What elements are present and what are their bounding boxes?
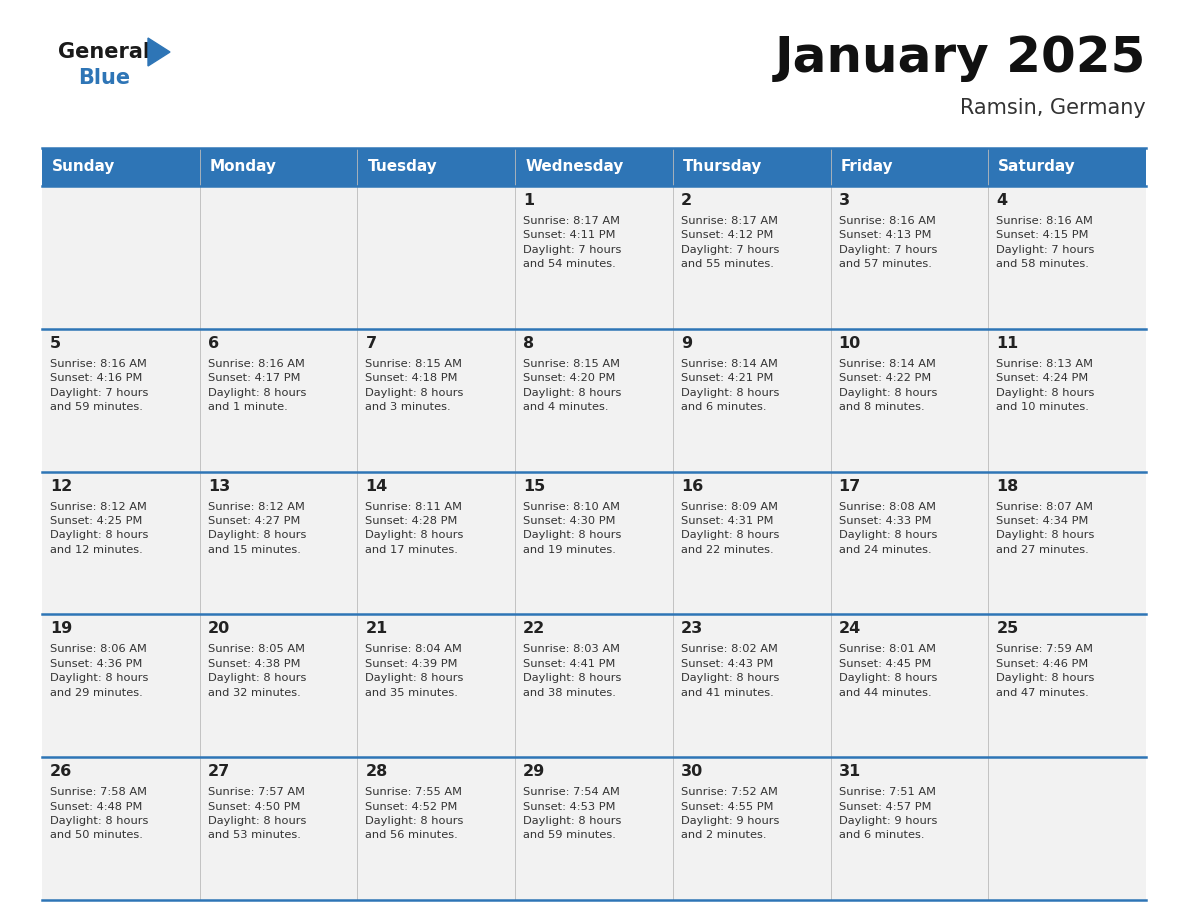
Bar (42, 329, 1146, 472)
Text: January 2025: January 2025 (775, 34, 1146, 82)
Text: 7: 7 (366, 336, 377, 351)
Text: Sunrise: 8:08 AM
Sunset: 4:33 PM
Daylight: 8 hours
and 24 minutes.: Sunrise: 8:08 AM Sunset: 4:33 PM Dayligh… (839, 501, 937, 554)
Text: 21: 21 (366, 621, 387, 636)
Text: 8: 8 (523, 336, 535, 351)
Text: 18: 18 (997, 478, 1018, 494)
Text: Sunrise: 8:11 AM
Sunset: 4:28 PM
Daylight: 8 hours
and 17 minutes.: Sunrise: 8:11 AM Sunset: 4:28 PM Dayligh… (366, 501, 463, 554)
Text: Sunrise: 8:16 AM
Sunset: 4:13 PM
Daylight: 7 hours
and 57 minutes.: Sunrise: 8:16 AM Sunset: 4:13 PM Dayligh… (839, 216, 937, 269)
Text: Sunrise: 7:54 AM
Sunset: 4:53 PM
Daylight: 8 hours
and 59 minutes.: Sunrise: 7:54 AM Sunset: 4:53 PM Dayligh… (523, 788, 621, 840)
Text: 30: 30 (681, 764, 703, 779)
Text: Sunrise: 8:16 AM
Sunset: 4:16 PM
Daylight: 7 hours
and 59 minutes.: Sunrise: 8:16 AM Sunset: 4:16 PM Dayligh… (50, 359, 148, 412)
Text: 27: 27 (208, 764, 230, 779)
Text: Sunrise: 8:01 AM
Sunset: 4:45 PM
Daylight: 8 hours
and 44 minutes.: Sunrise: 8:01 AM Sunset: 4:45 PM Dayligh… (839, 644, 937, 698)
Text: Wednesday: Wednesday (525, 160, 624, 174)
Text: Sunrise: 8:16 AM
Sunset: 4:15 PM
Daylight: 7 hours
and 58 minutes.: Sunrise: 8:16 AM Sunset: 4:15 PM Dayligh… (997, 216, 1094, 269)
Text: 6: 6 (208, 336, 219, 351)
Text: 22: 22 (523, 621, 545, 636)
Text: 29: 29 (523, 764, 545, 779)
Bar (42, 472, 1146, 614)
Text: Sunrise: 8:17 AM
Sunset: 4:11 PM
Daylight: 7 hours
and 54 minutes.: Sunrise: 8:17 AM Sunset: 4:11 PM Dayligh… (523, 216, 621, 269)
Text: 20: 20 (208, 621, 230, 636)
Text: Tuesday: Tuesday (367, 160, 437, 174)
Text: Blue: Blue (78, 68, 131, 88)
Text: 3: 3 (839, 193, 849, 208)
Text: 23: 23 (681, 621, 703, 636)
Text: 31: 31 (839, 764, 861, 779)
Text: Sunrise: 7:57 AM
Sunset: 4:50 PM
Daylight: 8 hours
and 53 minutes.: Sunrise: 7:57 AM Sunset: 4:50 PM Dayligh… (208, 788, 307, 840)
Text: Sunday: Sunday (52, 160, 115, 174)
Text: 10: 10 (839, 336, 861, 351)
Text: Sunrise: 7:55 AM
Sunset: 4:52 PM
Daylight: 8 hours
and 56 minutes.: Sunrise: 7:55 AM Sunset: 4:52 PM Dayligh… (366, 788, 463, 840)
Text: 4: 4 (997, 193, 1007, 208)
Text: 11: 11 (997, 336, 1018, 351)
Text: 9: 9 (681, 336, 691, 351)
Text: Ramsin, Germany: Ramsin, Germany (960, 98, 1146, 118)
Text: Sunrise: 8:14 AM
Sunset: 4:21 PM
Daylight: 8 hours
and 6 minutes.: Sunrise: 8:14 AM Sunset: 4:21 PM Dayligh… (681, 359, 779, 412)
Text: Sunrise: 8:10 AM
Sunset: 4:30 PM
Daylight: 8 hours
and 19 minutes.: Sunrise: 8:10 AM Sunset: 4:30 PM Dayligh… (523, 501, 621, 554)
Text: 16: 16 (681, 478, 703, 494)
Text: Saturday: Saturday (998, 160, 1076, 174)
Text: Sunrise: 8:15 AM
Sunset: 4:20 PM
Daylight: 8 hours
and 4 minutes.: Sunrise: 8:15 AM Sunset: 4:20 PM Dayligh… (523, 359, 621, 412)
Polygon shape (148, 38, 170, 66)
Text: Sunrise: 8:12 AM
Sunset: 4:25 PM
Daylight: 8 hours
and 12 minutes.: Sunrise: 8:12 AM Sunset: 4:25 PM Dayligh… (50, 501, 148, 554)
Text: Sunrise: 8:03 AM
Sunset: 4:41 PM
Daylight: 8 hours
and 38 minutes.: Sunrise: 8:03 AM Sunset: 4:41 PM Dayligh… (523, 644, 621, 698)
Text: Sunrise: 7:58 AM
Sunset: 4:48 PM
Daylight: 8 hours
and 50 minutes.: Sunrise: 7:58 AM Sunset: 4:48 PM Dayligh… (50, 788, 148, 840)
Text: 15: 15 (523, 478, 545, 494)
Text: 17: 17 (839, 478, 861, 494)
Text: Sunrise: 8:17 AM
Sunset: 4:12 PM
Daylight: 7 hours
and 55 minutes.: Sunrise: 8:17 AM Sunset: 4:12 PM Dayligh… (681, 216, 779, 269)
Text: 25: 25 (997, 621, 1018, 636)
Text: Sunrise: 8:12 AM
Sunset: 4:27 PM
Daylight: 8 hours
and 15 minutes.: Sunrise: 8:12 AM Sunset: 4:27 PM Dayligh… (208, 501, 307, 554)
Text: 1: 1 (523, 193, 535, 208)
Bar (42, 614, 1146, 757)
Text: Sunrise: 8:09 AM
Sunset: 4:31 PM
Daylight: 8 hours
and 22 minutes.: Sunrise: 8:09 AM Sunset: 4:31 PM Dayligh… (681, 501, 779, 554)
Text: Sunrise: 8:14 AM
Sunset: 4:22 PM
Daylight: 8 hours
and 8 minutes.: Sunrise: 8:14 AM Sunset: 4:22 PM Dayligh… (839, 359, 937, 412)
Text: 12: 12 (50, 478, 72, 494)
Text: Monday: Monday (210, 160, 277, 174)
Text: Sunrise: 8:02 AM
Sunset: 4:43 PM
Daylight: 8 hours
and 41 minutes.: Sunrise: 8:02 AM Sunset: 4:43 PM Dayligh… (681, 644, 779, 698)
Bar (42, 757, 1146, 900)
Bar (42, 186, 1146, 329)
Text: 14: 14 (366, 478, 387, 494)
Text: 13: 13 (208, 478, 230, 494)
Text: Sunrise: 7:52 AM
Sunset: 4:55 PM
Daylight: 9 hours
and 2 minutes.: Sunrise: 7:52 AM Sunset: 4:55 PM Dayligh… (681, 788, 779, 840)
Text: Sunrise: 8:05 AM
Sunset: 4:38 PM
Daylight: 8 hours
and 32 minutes.: Sunrise: 8:05 AM Sunset: 4:38 PM Dayligh… (208, 644, 307, 698)
Text: Sunrise: 7:59 AM
Sunset: 4:46 PM
Daylight: 8 hours
and 47 minutes.: Sunrise: 7:59 AM Sunset: 4:46 PM Dayligh… (997, 644, 1094, 698)
Text: 24: 24 (839, 621, 861, 636)
Text: Sunrise: 8:07 AM
Sunset: 4:34 PM
Daylight: 8 hours
and 27 minutes.: Sunrise: 8:07 AM Sunset: 4:34 PM Dayligh… (997, 501, 1094, 554)
Text: General: General (58, 42, 150, 62)
Text: 2: 2 (681, 193, 691, 208)
Text: 19: 19 (50, 621, 72, 636)
Text: Friday: Friday (841, 160, 893, 174)
Text: Sunrise: 8:06 AM
Sunset: 4:36 PM
Daylight: 8 hours
and 29 minutes.: Sunrise: 8:06 AM Sunset: 4:36 PM Dayligh… (50, 644, 148, 698)
Text: Sunrise: 7:51 AM
Sunset: 4:57 PM
Daylight: 9 hours
and 6 minutes.: Sunrise: 7:51 AM Sunset: 4:57 PM Dayligh… (839, 788, 937, 840)
Text: Sunrise: 8:16 AM
Sunset: 4:17 PM
Daylight: 8 hours
and 1 minute.: Sunrise: 8:16 AM Sunset: 4:17 PM Dayligh… (208, 359, 307, 412)
Text: 5: 5 (50, 336, 61, 351)
Text: Thursday: Thursday (683, 160, 763, 174)
Text: 28: 28 (366, 764, 387, 779)
Text: 26: 26 (50, 764, 72, 779)
Text: Sunrise: 8:15 AM
Sunset: 4:18 PM
Daylight: 8 hours
and 3 minutes.: Sunrise: 8:15 AM Sunset: 4:18 PM Dayligh… (366, 359, 463, 412)
Text: Sunrise: 8:04 AM
Sunset: 4:39 PM
Daylight: 8 hours
and 35 minutes.: Sunrise: 8:04 AM Sunset: 4:39 PM Dayligh… (366, 644, 463, 698)
Bar (42, 148, 1146, 186)
Text: Sunrise: 8:13 AM
Sunset: 4:24 PM
Daylight: 8 hours
and 10 minutes.: Sunrise: 8:13 AM Sunset: 4:24 PM Dayligh… (997, 359, 1094, 412)
